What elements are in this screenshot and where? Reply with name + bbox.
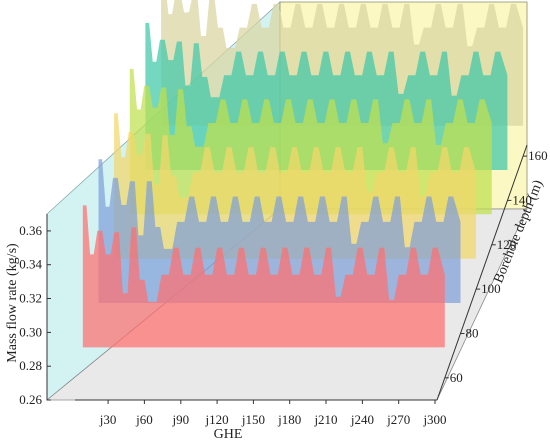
x-tick-label: j240 bbox=[350, 412, 374, 427]
x-tick-label: j150 bbox=[241, 412, 265, 427]
x-tick-label: j210 bbox=[313, 412, 337, 427]
axis-frame bbox=[46, 144, 528, 401]
x-tick-label: j60 bbox=[135, 412, 153, 427]
x-tick-label: j300 bbox=[422, 412, 446, 427]
x-tick-label: j120 bbox=[205, 412, 229, 427]
x-tick-label: j270 bbox=[386, 412, 410, 427]
depth-axis-line bbox=[436, 144, 528, 401]
depth-tick-label: 120 bbox=[497, 237, 517, 252]
y-axis-title: Mass flow rate (kg/s) bbox=[5, 243, 20, 363]
y-tick-label: 0.28 bbox=[19, 358, 42, 373]
y-tick-label: 0.30 bbox=[19, 324, 42, 339]
depth-tick-label: 60 bbox=[450, 370, 463, 385]
series-area-depth-80 bbox=[98, 159, 461, 303]
y-tick-label: 0.26 bbox=[19, 392, 42, 407]
y-tick-label: 0.36 bbox=[19, 223, 42, 238]
y-tick-label: 0.34 bbox=[19, 257, 42, 272]
y-tick-label: 0.32 bbox=[19, 291, 42, 306]
depth-tick-label: 160 bbox=[528, 148, 548, 163]
series-layer bbox=[82, 0, 524, 348]
x-tick-label: j90 bbox=[171, 412, 189, 427]
depth-tick-label: 80 bbox=[466, 326, 479, 341]
x-tick-label: j30 bbox=[99, 412, 117, 427]
x-tick-label: j180 bbox=[277, 412, 301, 427]
tick-layer: j30 j60 j90 j120 j150 j180 j210 j240 j270 j300 0.2… bbox=[19, 148, 547, 427]
x-axis-title: GHE bbox=[214, 427, 243, 442]
depth-tick-label: 140 bbox=[512, 192, 532, 207]
depth-tick-label: 100 bbox=[481, 281, 501, 296]
series-area-depth-60 bbox=[82, 205, 445, 348]
